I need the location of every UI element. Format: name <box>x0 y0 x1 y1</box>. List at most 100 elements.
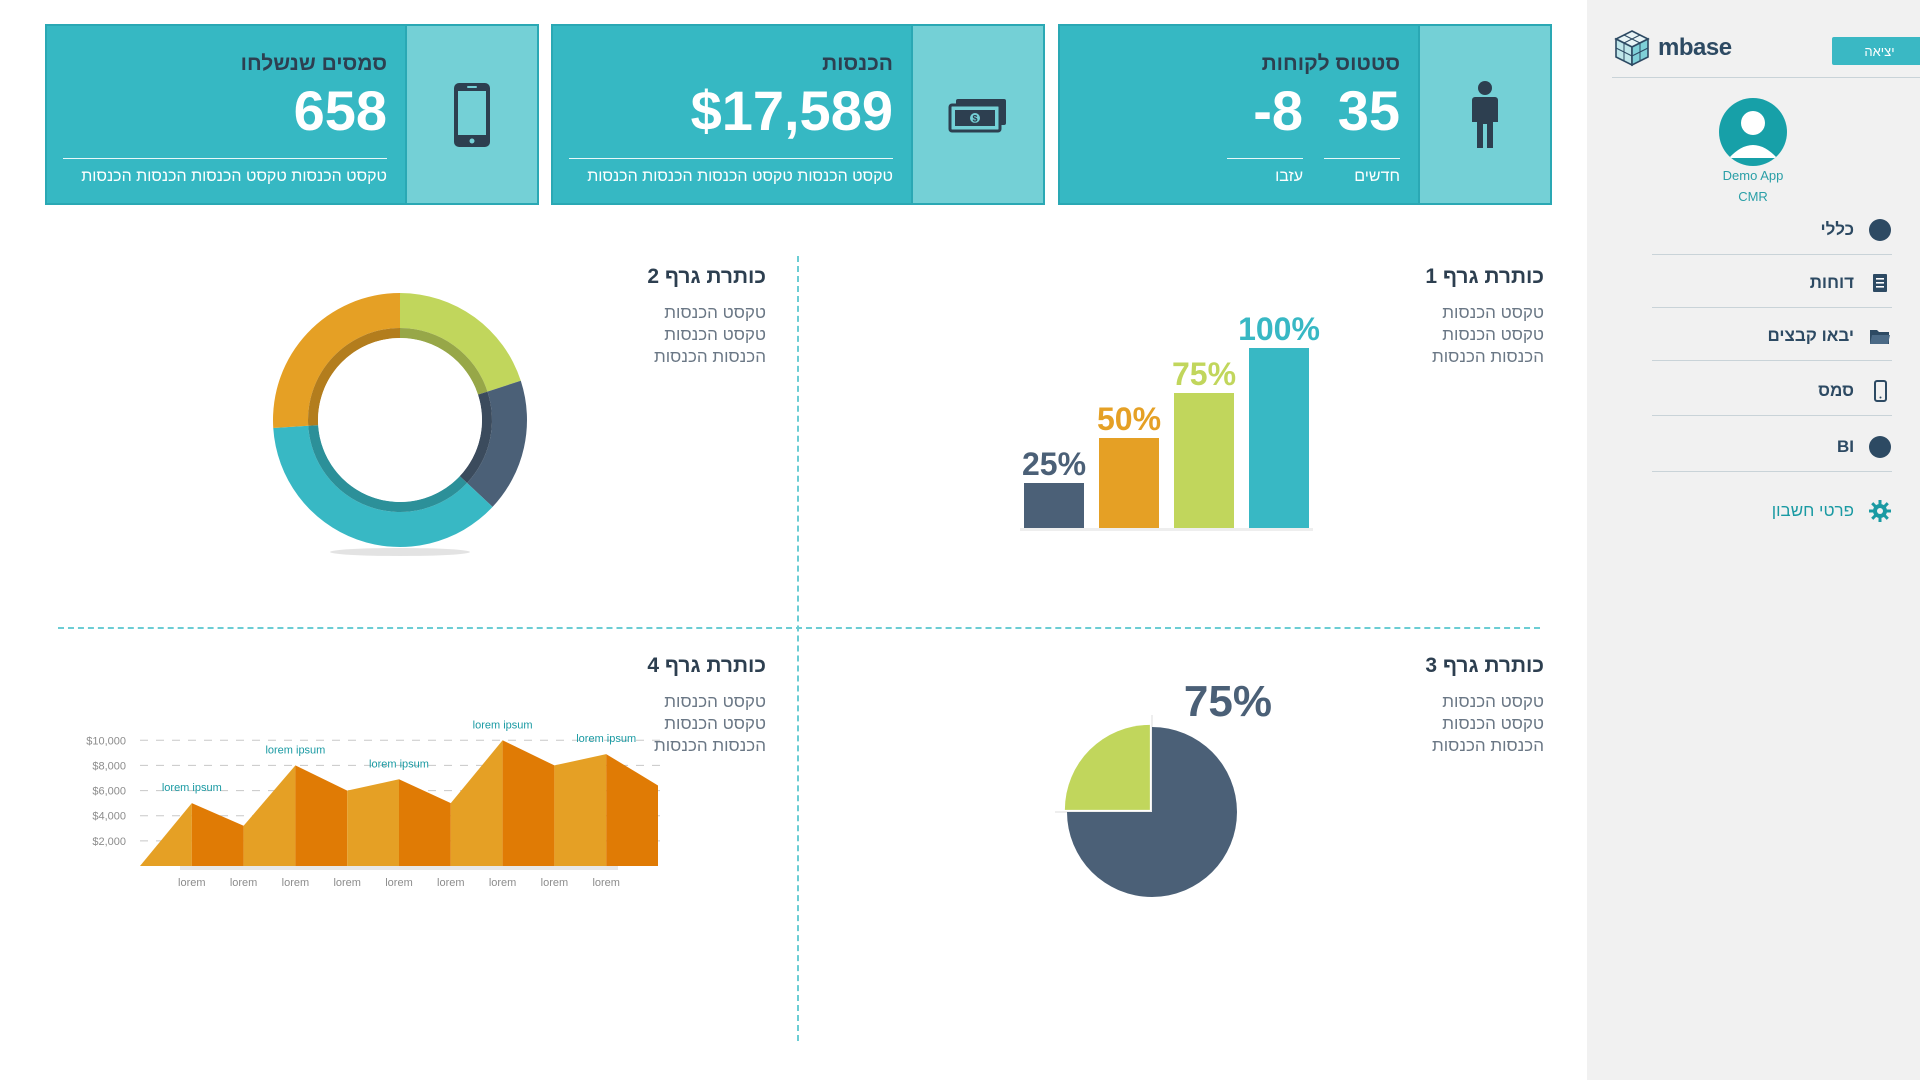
area-segment <box>606 754 658 866</box>
y-tick-label: $6,000 <box>92 786 126 798</box>
area-annotation: lorem ipsum <box>473 719 533 731</box>
donut-slice <box>273 425 493 547</box>
graph4-text: טקסט הכנסות טקסט הכנסות הכנסות הכנסות <box>654 692 766 755</box>
sidebar: mbase יציאה Demo App CMR כללי דוחות יבאו… <box>1587 0 1920 1080</box>
new-customers-value: 35 <box>1337 79 1400 142</box>
donut-hole <box>318 338 482 502</box>
area-chart: $10,000 $8,000 $6,000 $4,000 $2,000 lorem lore… <box>86 719 660 889</box>
pie-slice <box>1064 724 1150 810</box>
cube-logo-icon <box>1614 30 1650 67</box>
money-icon: $ <box>911 26 1043 203</box>
income-value: $17,589 <box>690 79 893 142</box>
income-card: $ הכנסות $17,589 טקסט הכנסות טקסט הכנסות… <box>551 24 1045 205</box>
pie-data-label: 75% <box>1184 680 1272 726</box>
divider <box>569 158 893 159</box>
nav-item-bi[interactable]: BI <box>1652 422 1892 472</box>
report-icon <box>1868 271 1892 295</box>
bar <box>1249 348 1309 528</box>
card-title: הכנסות <box>822 52 893 75</box>
graph2-title: כותרת גרף 2 <box>647 265 766 288</box>
x-tick-label: lorem <box>178 877 206 889</box>
donut-slice <box>273 293 400 428</box>
x-tick-label: lorem <box>489 877 517 889</box>
nav-item-label: פרטי חשבון <box>1771 501 1854 520</box>
area-annotation: lorem ipsum <box>265 744 325 756</box>
area-shadow <box>180 866 618 870</box>
circle-icon <box>1868 435 1892 459</box>
left-customers-label: עזבו <box>1275 168 1303 185</box>
x-tick-label: lorem <box>592 877 620 889</box>
area-segment <box>502 740 555 866</box>
nav-item-import-files[interactable]: יבאו קבצים <box>1652 311 1892 361</box>
donut-shadow <box>330 548 470 556</box>
phone-icon <box>405 26 537 203</box>
graph2-text: טקסט הכנסות טקסט הכנסות הכנסות הכנסות <box>654 303 766 366</box>
nav-item-general[interactable]: כללי <box>1652 205 1892 255</box>
grid-divider-horizontal <box>58 627 1540 629</box>
area-segment <box>243 765 296 866</box>
user-avatar-icon[interactable] <box>1719 98 1787 166</box>
gear-icon <box>1868 499 1892 523</box>
donut-slice <box>467 380 527 507</box>
svg-text:$: $ <box>972 113 977 123</box>
nav-item-account-details[interactable]: פרטי חשבון <box>1652 486 1892 536</box>
area-annotation: lorem ipsum <box>576 733 636 745</box>
x-tick-label: lorem <box>230 877 258 889</box>
y-tick-label: $10,000 <box>86 735 126 747</box>
donut-slice-inner <box>400 328 488 395</box>
bar-data-label: 100% <box>1238 311 1320 347</box>
nav-item-label: סמס <box>1818 380 1854 400</box>
nav-item-label: כללי <box>1820 219 1854 239</box>
graph1-title: כותרת גרף 1 <box>1425 265 1544 288</box>
graph3-text: טקסט הכנסות טקסט הכנסות הכנסות הכנסות <box>1432 692 1544 755</box>
graph3-title: כותרת גרף 3 <box>1425 654 1544 677</box>
pie-slice <box>1067 727 1237 897</box>
user-role: CMR <box>1738 189 1768 204</box>
grid-divider-vertical <box>797 256 799 1041</box>
nav-item-label: יבאו קבצים <box>1767 325 1854 345</box>
area-segment <box>554 754 607 866</box>
area-segment <box>450 740 503 866</box>
area-segment <box>347 779 399 866</box>
person-icon <box>1418 26 1550 203</box>
customers-status-card: סטטוס לקוחות 35 -8 חדשים עזבו <box>1058 24 1552 205</box>
area-segment <box>191 803 244 866</box>
pie-chart: 75% <box>1055 680 1272 897</box>
divider <box>1227 158 1303 159</box>
bar-data-label: 50% <box>1097 401 1161 437</box>
nav-item-sms[interactable]: סמס <box>1652 366 1892 416</box>
y-tick-label: $4,000 <box>92 811 126 823</box>
bar-chart: 25% 50% 75%100% <box>1020 311 1320 531</box>
bar-data-label: 25% <box>1022 446 1086 482</box>
x-tick-label: lorem <box>541 877 569 889</box>
brand-logo[interactable]: mbase <box>1612 28 1732 68</box>
x-tick-label: lorem <box>437 877 465 889</box>
x-tick-label: lorem <box>385 877 413 889</box>
graph4-title: כותרת גרף 4 <box>647 654 766 677</box>
user-name: Demo App <box>1722 168 1784 183</box>
income-subtext: טקסט הכנסות טקסט הכנסות הכנסות הכנסות <box>587 168 893 185</box>
folder-icon <box>1868 324 1892 348</box>
y-tick-label: $2,000 <box>92 836 126 848</box>
brand-name: mbase <box>1658 34 1732 61</box>
divider <box>1612 77 1920 78</box>
divider <box>63 158 387 159</box>
bar <box>1024 483 1084 528</box>
area-segment <box>399 779 451 866</box>
nav-item-reports[interactable]: דוחות <box>1652 258 1892 308</box>
sms-value: 658 <box>293 79 387 142</box>
nav-item-label: BI <box>1837 436 1854 456</box>
area-annotation: lorem ipsum <box>162 782 222 794</box>
divider <box>1324 158 1400 159</box>
donut-slice-inner <box>308 328 400 426</box>
y-tick-label: $8,000 <box>92 760 126 772</box>
bar-data-label: 75% <box>1172 356 1236 392</box>
x-tick-label: lorem <box>333 877 361 889</box>
sms-subtext: טקסט הכנסות טקסט הכנסות הכנסות הכנסות <box>81 168 387 185</box>
bar <box>1174 393 1234 528</box>
graph1-text: טקסט הכנסות טקסט הכנסות הכנסות הכנסות <box>1432 303 1544 366</box>
area-annotation: lorem ipsum <box>369 758 429 770</box>
left-customers-value: -8 <box>1253 79 1303 142</box>
logout-button[interactable]: יציאה <box>1832 37 1920 65</box>
x-tick-label: lorem <box>282 877 310 889</box>
